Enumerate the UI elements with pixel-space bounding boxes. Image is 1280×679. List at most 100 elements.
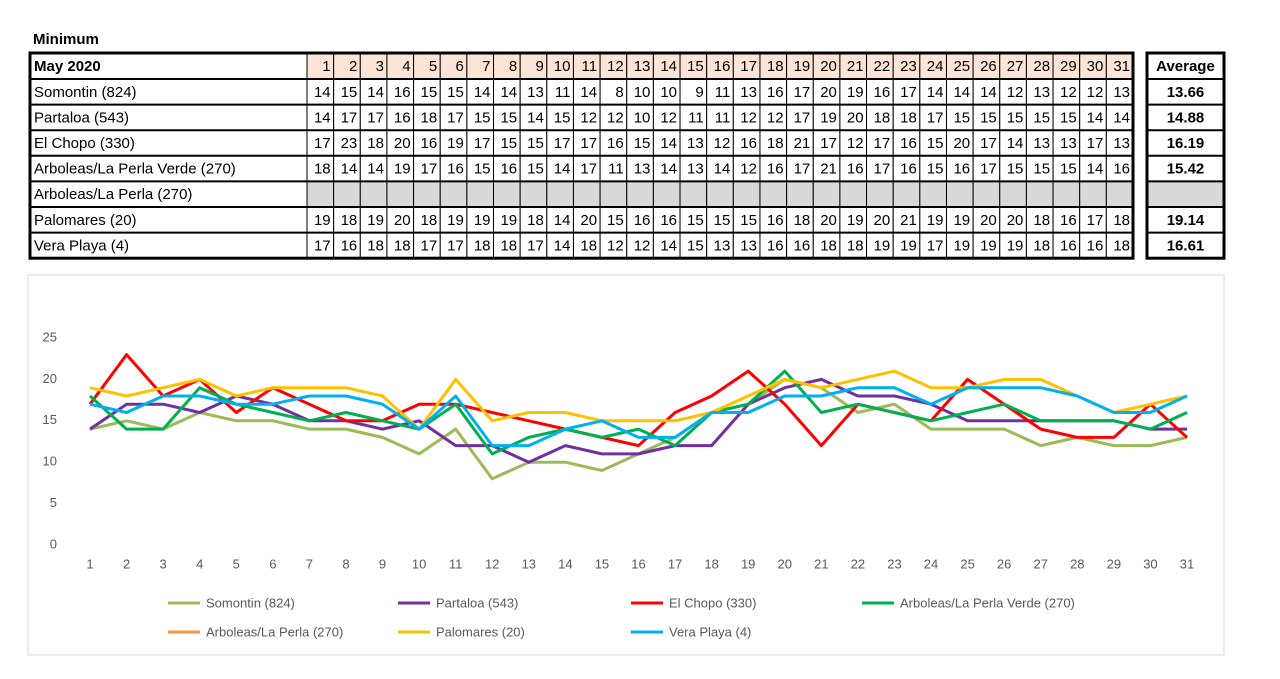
header-cell	[759, 52, 788, 80]
cell	[945, 206, 974, 234]
day-label: 27	[1007, 58, 1024, 75]
cell	[679, 180, 708, 208]
cell-value: 18	[367, 135, 384, 152]
cell-value: 19	[474, 212, 491, 229]
cell	[1025, 206, 1054, 234]
cell	[439, 232, 468, 259]
day-label: 1	[322, 58, 330, 75]
cell-value: 15	[927, 161, 944, 178]
cell	[1079, 180, 1107, 208]
cell	[652, 104, 681, 131]
row-label: El Chopo (330)	[34, 135, 135, 152]
x-tick-label: 13	[522, 556, 536, 571]
cell-value: 18	[527, 212, 544, 229]
day-label: 24	[927, 58, 944, 75]
cell	[1105, 78, 1134, 106]
cell-value: 17	[794, 84, 811, 101]
cell	[546, 104, 574, 131]
cell-value: 16	[900, 135, 917, 152]
cell-value: 18	[1033, 212, 1050, 229]
cell-value: 14	[927, 84, 944, 101]
cell-value: 15	[474, 109, 491, 126]
cell-value: 16	[847, 161, 864, 178]
y-tick-label: 0	[50, 536, 57, 551]
series-line	[89, 369, 1188, 431]
cell-value: 14	[367, 84, 384, 101]
cell	[759, 155, 788, 182]
x-tick-label: 31	[1180, 556, 1194, 571]
cell-value: 13	[527, 84, 544, 101]
table-border	[1145, 51, 1226, 260]
cell	[652, 78, 681, 106]
row-label: Arboleas/La Perla Verde (270)	[34, 161, 236, 178]
cell-value: 16	[740, 135, 757, 152]
cell-value: 15	[687, 237, 704, 254]
cell-value: 14	[1087, 161, 1104, 178]
day-label: 14	[660, 58, 677, 75]
cell-value: 17	[874, 135, 891, 152]
cell-value: 19	[953, 237, 970, 254]
x-tick-label: 2	[123, 556, 130, 571]
cell-value: 20	[847, 109, 864, 126]
cell-value: 19	[394, 161, 411, 178]
day-label: 15	[687, 58, 704, 75]
cell-value: 13	[1060, 135, 1077, 152]
cell-value: 17	[341, 109, 358, 126]
cell-value: 16	[767, 237, 784, 254]
cell-value: 18	[794, 212, 811, 229]
cell	[466, 180, 495, 208]
cell	[519, 206, 548, 234]
cell-value: 19	[980, 237, 997, 254]
cell	[359, 180, 388, 208]
cell-value: 18	[900, 109, 917, 126]
cell	[866, 155, 894, 182]
cell-value: 15	[980, 109, 997, 126]
cell-value: 17	[447, 237, 464, 254]
cell-value: 19	[847, 84, 864, 101]
cell-value: 17	[820, 135, 837, 152]
x-tick-label: 11	[449, 556, 463, 571]
x-tick-label: 4	[196, 556, 203, 571]
day-label: 31	[1113, 58, 1130, 75]
cell	[572, 155, 601, 182]
cell	[812, 180, 841, 208]
cell-value: 11	[608, 161, 624, 178]
cell-value: 11	[715, 109, 731, 126]
cell-value: 15	[1060, 161, 1077, 178]
cell-value: 17	[447, 109, 464, 126]
average-value: 14.88	[1167, 109, 1205, 126]
cell	[466, 78, 495, 106]
cell	[919, 78, 947, 106]
cell-value: 14	[660, 161, 677, 178]
day-label: 30	[1087, 58, 1104, 75]
cell-value: 15	[927, 135, 944, 152]
cell-value: 20	[394, 135, 411, 152]
cell-value: 12	[767, 109, 784, 126]
cell-value: 18	[500, 237, 517, 254]
x-tick-label: 19	[741, 556, 755, 571]
header-cell	[546, 52, 574, 80]
cell-value: 18	[847, 237, 864, 254]
cell-value: 14	[660, 135, 677, 152]
cell-value: 18	[1033, 237, 1050, 254]
cell-value: 12	[580, 109, 597, 126]
cell-value: 16	[394, 109, 411, 126]
cell-value: 8	[615, 84, 623, 101]
cell-value: 19	[447, 212, 464, 229]
x-tick-label: 12	[485, 556, 499, 571]
day-label: 2	[349, 58, 357, 75]
day-label: 5	[429, 58, 437, 75]
cell-value: 20	[820, 212, 837, 229]
x-tick-label: 1	[86, 556, 93, 571]
day-label: 7	[482, 58, 490, 75]
cell-value: 15	[634, 135, 651, 152]
cell	[786, 129, 814, 157]
cell-value: 16	[634, 212, 651, 229]
row-label-cell	[29, 232, 308, 259]
cell	[333, 180, 361, 208]
cell-value: 13	[687, 135, 704, 152]
cell-value: 11	[555, 84, 571, 101]
cell-value: 20	[980, 212, 997, 229]
series-line	[89, 386, 1188, 448]
x-tick-label: 3	[160, 556, 167, 571]
